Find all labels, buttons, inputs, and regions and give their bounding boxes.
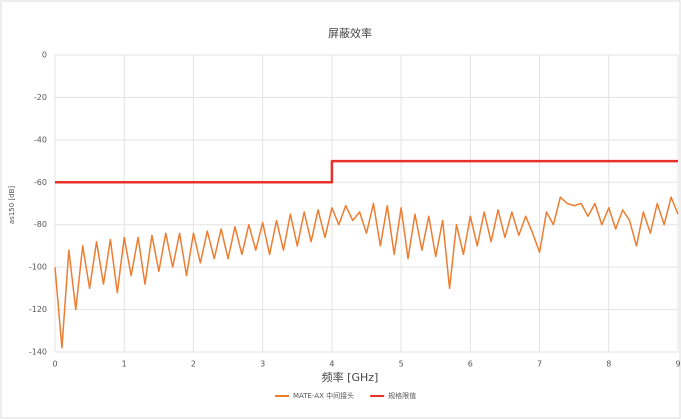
y-tick-label: -120	[29, 305, 47, 314]
series-line	[54, 196, 679, 349]
series-line	[55, 159, 678, 184]
x-tick-label: 9	[675, 360, 680, 369]
x-tick-label: 3	[260, 360, 265, 369]
y-tick-label: -60	[34, 178, 47, 187]
y-tick-label: -20	[34, 93, 47, 102]
x-tick-label: 6	[468, 360, 473, 369]
y-tick-label: -100	[29, 263, 47, 272]
x-tick-label: 7	[537, 360, 542, 369]
x-axis-label: 频率 [GHz]	[322, 370, 379, 384]
y-tick-label: -140	[29, 348, 47, 357]
x-tick-label: 8	[606, 360, 611, 369]
chart-title: 屏蔽效率	[328, 26, 372, 40]
x-tick-label: 0	[52, 360, 57, 369]
x-tick-label: 1	[122, 360, 127, 369]
y-axis-label: as150 [dB]	[8, 186, 16, 224]
y-tick-label: 0	[42, 51, 47, 60]
y-tick-label: -80	[34, 220, 47, 229]
y-tick-label: -40	[34, 135, 47, 144]
x-tick-label: 5	[399, 360, 404, 369]
legend-label: 规格限值	[388, 391, 416, 400]
x-tick-label: 2	[191, 360, 196, 369]
x-tick-label: 4	[329, 360, 334, 369]
legend-label: MATE-AX 中间接头	[293, 391, 354, 400]
